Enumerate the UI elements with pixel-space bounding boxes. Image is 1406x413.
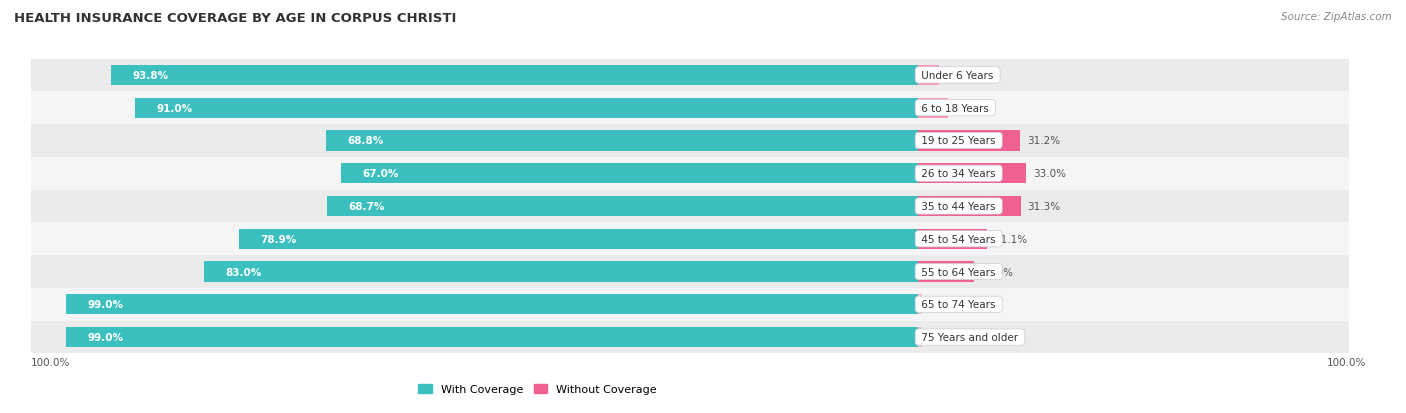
Text: 55 to 64 Years: 55 to 64 Years xyxy=(918,267,1000,277)
Bar xyxy=(31,157,1348,190)
Bar xyxy=(918,66,939,86)
Text: 6.2%: 6.2% xyxy=(945,71,972,81)
Bar xyxy=(239,229,918,249)
Bar xyxy=(31,59,1348,92)
Text: 31.2%: 31.2% xyxy=(1028,136,1060,146)
Text: 93.8%: 93.8% xyxy=(132,71,169,81)
Text: 68.7%: 68.7% xyxy=(349,202,385,211)
Bar xyxy=(918,98,948,119)
Text: 75 Years and older: 75 Years and older xyxy=(918,332,1022,342)
Bar xyxy=(31,288,1348,321)
Bar xyxy=(918,327,921,347)
Bar xyxy=(31,125,1348,157)
Text: 26 to 34 Years: 26 to 34 Years xyxy=(918,169,1000,179)
Bar xyxy=(918,229,987,249)
Text: 100.0%: 100.0% xyxy=(31,357,70,367)
Text: 78.9%: 78.9% xyxy=(260,234,297,244)
Bar xyxy=(326,131,918,151)
Text: HEALTH INSURANCE COVERAGE BY AGE IN CORPUS CHRISTI: HEALTH INSURANCE COVERAGE BY AGE IN CORP… xyxy=(14,12,457,25)
Bar xyxy=(66,327,918,347)
Bar xyxy=(342,164,918,184)
Text: 100.0%: 100.0% xyxy=(1327,357,1367,367)
Bar xyxy=(111,66,918,86)
Bar xyxy=(918,131,1021,151)
Text: 68.8%: 68.8% xyxy=(347,136,384,146)
Bar xyxy=(66,294,918,315)
Text: 83.0%: 83.0% xyxy=(225,267,262,277)
Bar xyxy=(918,262,974,282)
Text: 6 to 18 Years: 6 to 18 Years xyxy=(918,103,993,114)
Text: 99.0%: 99.0% xyxy=(87,299,124,310)
Text: 17.0%: 17.0% xyxy=(981,267,1014,277)
Text: 35 to 44 Years: 35 to 44 Years xyxy=(918,202,1000,211)
Legend: With Coverage, Without Coverage: With Coverage, Without Coverage xyxy=(413,380,661,399)
Bar xyxy=(918,196,1021,217)
Bar xyxy=(135,98,918,119)
Bar xyxy=(918,294,922,315)
Text: 1.1%: 1.1% xyxy=(929,299,955,310)
Text: Under 6 Years: Under 6 Years xyxy=(918,71,997,81)
Text: 33.0%: 33.0% xyxy=(1033,169,1066,179)
Bar xyxy=(326,196,918,217)
Text: 31.3%: 31.3% xyxy=(1028,202,1060,211)
Text: 21.1%: 21.1% xyxy=(994,234,1028,244)
Bar xyxy=(918,164,1026,184)
Text: 1.0%: 1.0% xyxy=(928,332,955,342)
Text: 67.0%: 67.0% xyxy=(363,169,399,179)
Bar xyxy=(31,321,1348,354)
Bar xyxy=(31,92,1348,125)
Text: 45 to 54 Years: 45 to 54 Years xyxy=(918,234,1000,244)
Bar xyxy=(31,190,1348,223)
Text: 99.0%: 99.0% xyxy=(87,332,124,342)
Bar xyxy=(31,223,1348,256)
Text: Source: ZipAtlas.com: Source: ZipAtlas.com xyxy=(1281,12,1392,22)
Text: 9.0%: 9.0% xyxy=(955,103,981,114)
Bar xyxy=(204,262,918,282)
Bar xyxy=(31,256,1348,288)
Text: 91.0%: 91.0% xyxy=(156,103,193,114)
Text: 65 to 74 Years: 65 to 74 Years xyxy=(918,299,1000,310)
Text: 19 to 25 Years: 19 to 25 Years xyxy=(918,136,1000,146)
